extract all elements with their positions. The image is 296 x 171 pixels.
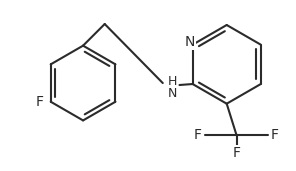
Text: F: F	[194, 128, 202, 142]
Text: N: N	[184, 35, 195, 49]
Text: F: F	[233, 146, 241, 160]
Text: F: F	[271, 128, 279, 142]
Text: F: F	[36, 95, 44, 109]
Text: H
N: H N	[168, 75, 177, 100]
